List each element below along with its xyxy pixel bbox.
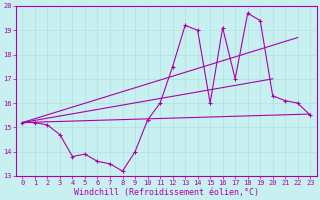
X-axis label: Windchill (Refroidissement éolien,°C): Windchill (Refroidissement éolien,°C) xyxy=(74,188,259,197)
